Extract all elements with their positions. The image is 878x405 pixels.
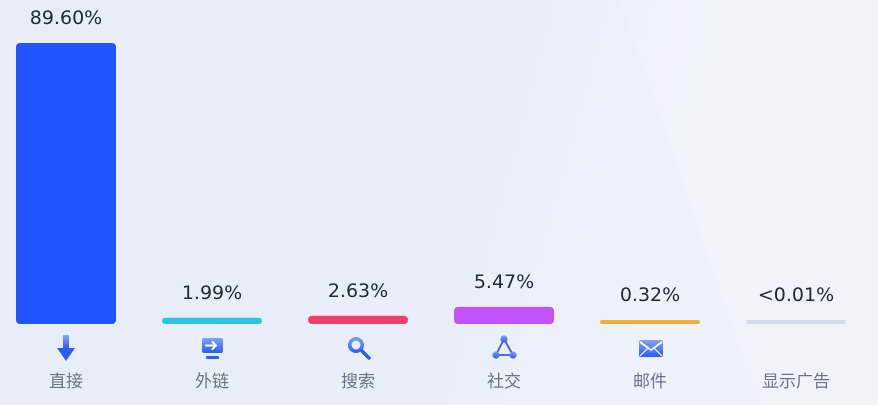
bar-3[interactable] — [454, 306, 554, 324]
category-label-1: 外链 — [195, 372, 229, 392]
bar-2[interactable] — [308, 315, 408, 324]
bar-1[interactable] — [162, 317, 262, 324]
value-label-4: 0.32% — [620, 284, 680, 306]
category-label-5: 显示广告 — [762, 372, 830, 392]
monitor-link-icon — [202, 338, 223, 359]
category-labels-group: 直接 外链 搜索 社交 邮件 显示广告 — [49, 372, 830, 392]
value-label-5: <0.01% — [758, 284, 834, 306]
share-icon — [492, 335, 517, 359]
download-arrow-icon — [57, 335, 75, 361]
value-label-2: 2.63% — [328, 280, 388, 302]
value-labels-group: 89.60% 1.99% 2.63% 5.47% 0.32% <0.01% — [30, 7, 834, 306]
value-label-3: 5.47% — [474, 271, 534, 293]
icons-group — [57, 335, 663, 361]
category-label-2: 搜索 — [341, 372, 375, 392]
bar-0[interactable] — [16, 43, 116, 324]
bars-group — [16, 43, 846, 324]
search-icon — [348, 337, 371, 360]
category-label-0: 直接 — [49, 372, 83, 392]
value-label-1: 1.99% — [182, 282, 242, 304]
mail-icon — [639, 340, 663, 357]
bar-5[interactable] — [746, 320, 846, 324]
value-label-0: 89.60% — [30, 7, 102, 29]
category-label-3: 社交 — [487, 372, 521, 392]
bar-4[interactable] — [600, 320, 700, 324]
category-label-4: 邮件 — [633, 372, 667, 392]
